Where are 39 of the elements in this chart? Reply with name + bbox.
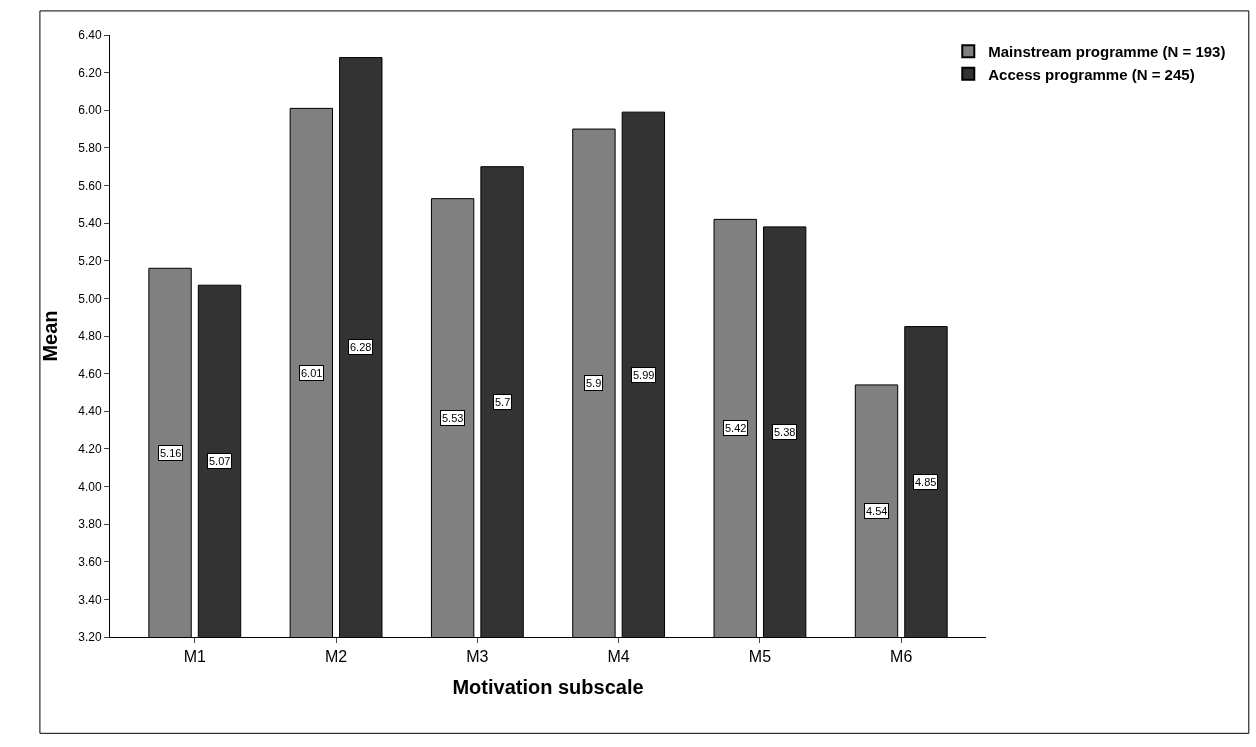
y-tick-label: 3.40 [78,592,102,607]
y-tick-label: 6.00 [78,103,102,118]
legend-label: Mainstream programme (N = 193) [988,43,1226,61]
y-tick-label: 4.40 [78,404,102,419]
data-label: 4.54 [866,505,888,517]
data-label: 5.16 [160,447,182,459]
x-tick-label: M2 [324,648,348,666]
y-tick-label: 5.40 [78,216,102,231]
y-tick-label: 5.80 [78,141,102,156]
y-axis-title: Mean [38,310,61,362]
data-label: 6.01 [301,367,323,379]
data-label: 5.9 [586,377,602,389]
y-tick-label: 4.20 [78,442,102,457]
x-tick-label: M6 [890,648,913,666]
y-tick-label: 6.40 [78,28,102,43]
data-label: 4.85 [915,476,937,488]
data-label: 5.42 [725,422,747,434]
y-tick-label: 4.00 [78,479,102,494]
y-tick-label: 5.60 [78,178,102,193]
x-tick-label: M1 [183,648,206,666]
y-tick-label: 4.80 [78,329,102,344]
data-label: 5.07 [209,455,231,467]
data-label: 5.99 [633,369,655,381]
data-label: 5.7 [495,396,511,408]
x-axis-title: Motivation subscale [452,675,644,698]
y-tick-label: 4.60 [78,366,102,381]
y-tick-label: 6.20 [78,65,102,80]
data-label: 5.53 [442,412,464,424]
y-tick-label: 3.80 [78,517,102,532]
data-label: 5.38 [774,426,796,438]
legend-label: Access programme (N = 245) [988,65,1195,83]
data-label: 6.28 [350,341,372,353]
x-tick-label: M5 [748,648,772,666]
x-tick-label: M3 [466,648,489,666]
x-tick-label: M4 [607,648,630,666]
y-tick-label: 3.60 [78,554,102,569]
y-tick-label: 3.20 [78,630,102,645]
y-tick-label: 5.20 [78,253,102,268]
y-tick-label: 5.00 [78,291,102,306]
